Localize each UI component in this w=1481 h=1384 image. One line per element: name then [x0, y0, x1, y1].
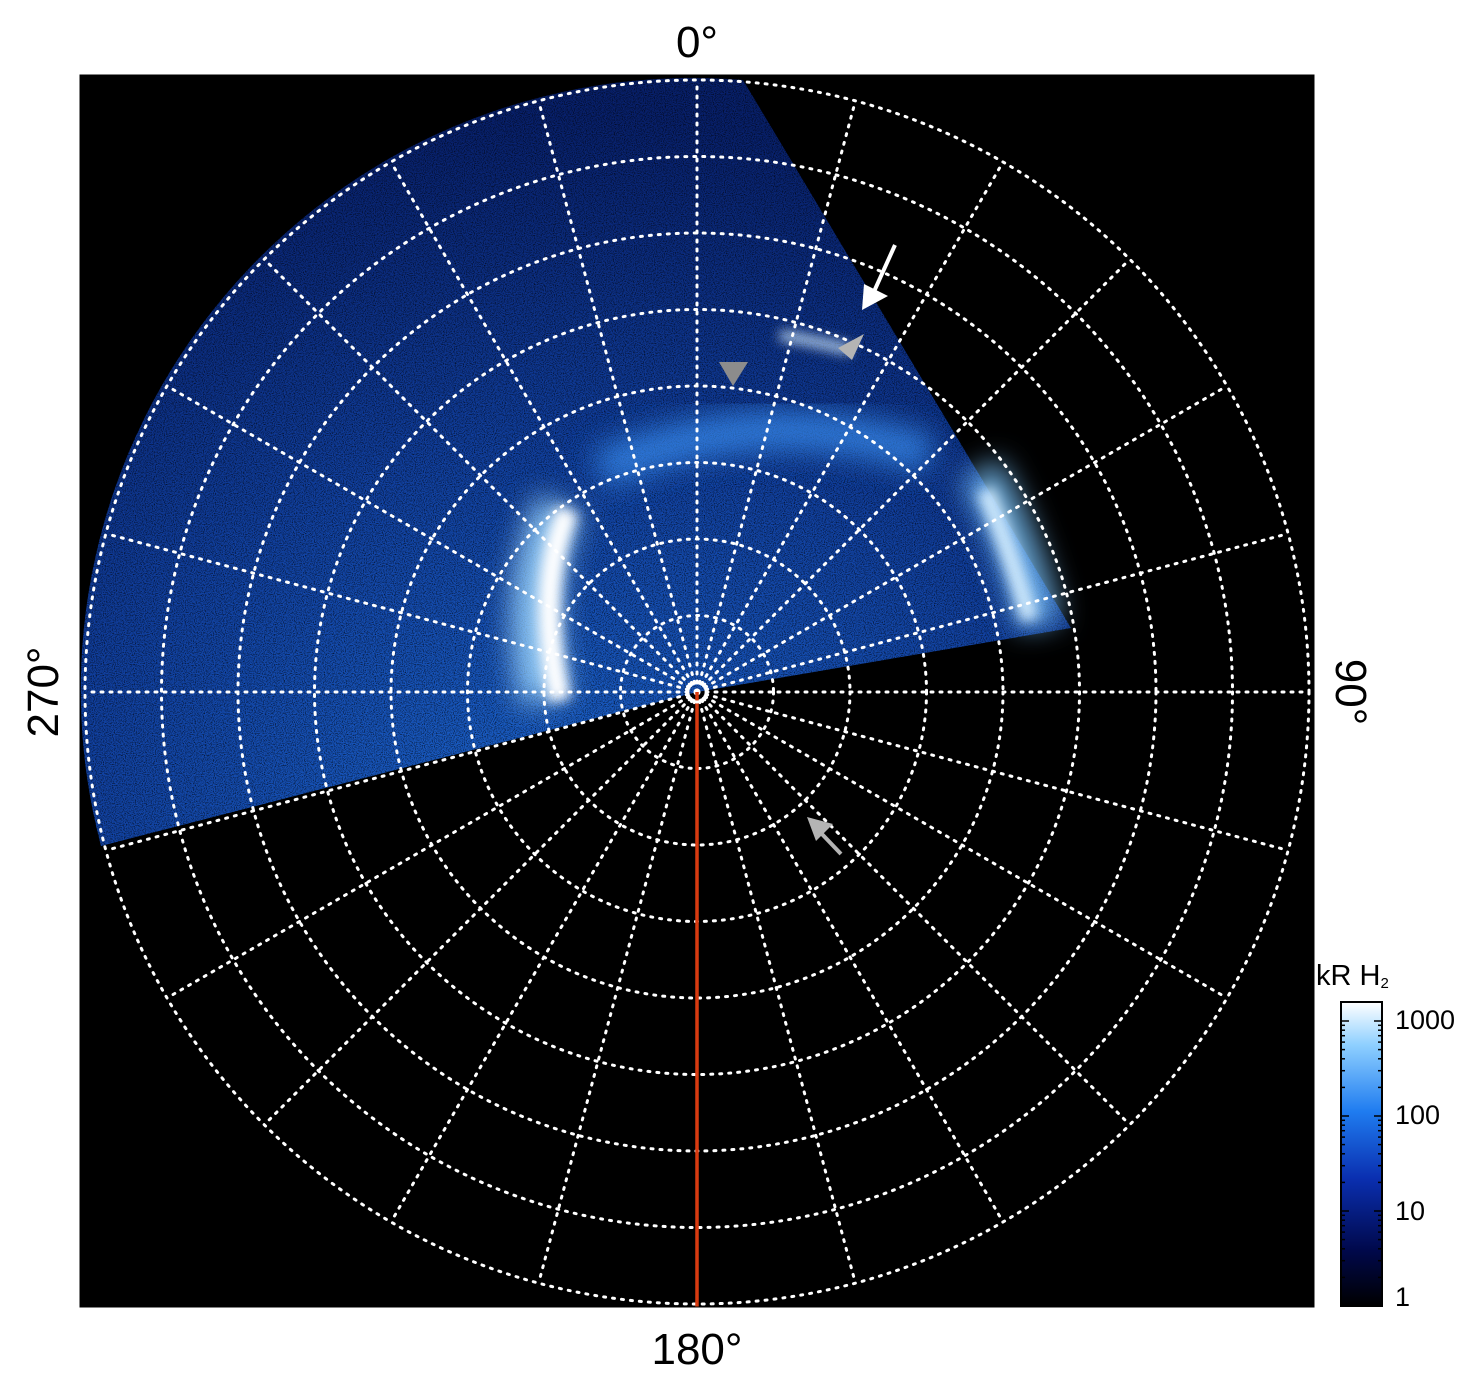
- parallel-ring: [313, 308, 1081, 1076]
- meridian-line: [695, 384, 1229, 694]
- meridian-line: [262, 257, 699, 694]
- meridian-line: [695, 690, 857, 1285]
- meridian-line: [104, 690, 699, 852]
- white-arrow-annotation: [862, 244, 897, 310]
- colorbar: kR H2 1000 100 10 1: [1316, 960, 1455, 1312]
- gray-arrow-annotation: [807, 817, 843, 856]
- gray-triangle-annotation: [719, 362, 748, 386]
- colorbar-tick-1: 1: [1395, 1282, 1410, 1312]
- meridian-line: [695, 690, 1229, 1000]
- meridian-line: [695, 690, 1005, 1224]
- colorbar-tick-10: 10: [1395, 1196, 1425, 1226]
- label-left: 270°: [19, 646, 68, 737]
- meridian-line: [165, 384, 699, 694]
- colorbar-tick-1000: 1000: [1395, 1005, 1455, 1035]
- gray-arrowhead-annotation: [838, 334, 864, 360]
- parallel-ring: [160, 155, 1234, 1229]
- label-bottom: 180°: [651, 1325, 742, 1374]
- meridian-line: [389, 160, 699, 694]
- plot-frame: [79, 74, 1315, 1308]
- pole-marker: [685, 680, 709, 704]
- meridian-line: [262, 690, 699, 1127]
- meridian-line: [695, 160, 1005, 694]
- polar-grid: [83, 78, 1311, 1306]
- label-top: 0°: [676, 18, 718, 67]
- meridian-line: [165, 690, 699, 1000]
- meridian-line: [389, 690, 699, 1224]
- meridian-line: [695, 690, 1132, 1127]
- parallel-ring: [83, 78, 1311, 1306]
- meridian-line: [695, 257, 1132, 694]
- colorbar-tick-100: 100: [1395, 1100, 1440, 1130]
- auroral-emission-image: [80, 77, 1071, 847]
- meridian-line: [104, 532, 699, 694]
- meridian-line: [537, 690, 699, 1285]
- colorbar-title: kR H2: [1316, 960, 1389, 992]
- label-right: 90°: [1326, 659, 1375, 726]
- colorbar-gradient: [1340, 1001, 1383, 1307]
- meridian-line: [695, 99, 857, 694]
- plot-area: [80, 77, 1311, 1307]
- meridian-line: [695, 532, 1290, 694]
- meridian-line: [695, 690, 1290, 852]
- meridian-line: [537, 99, 699, 694]
